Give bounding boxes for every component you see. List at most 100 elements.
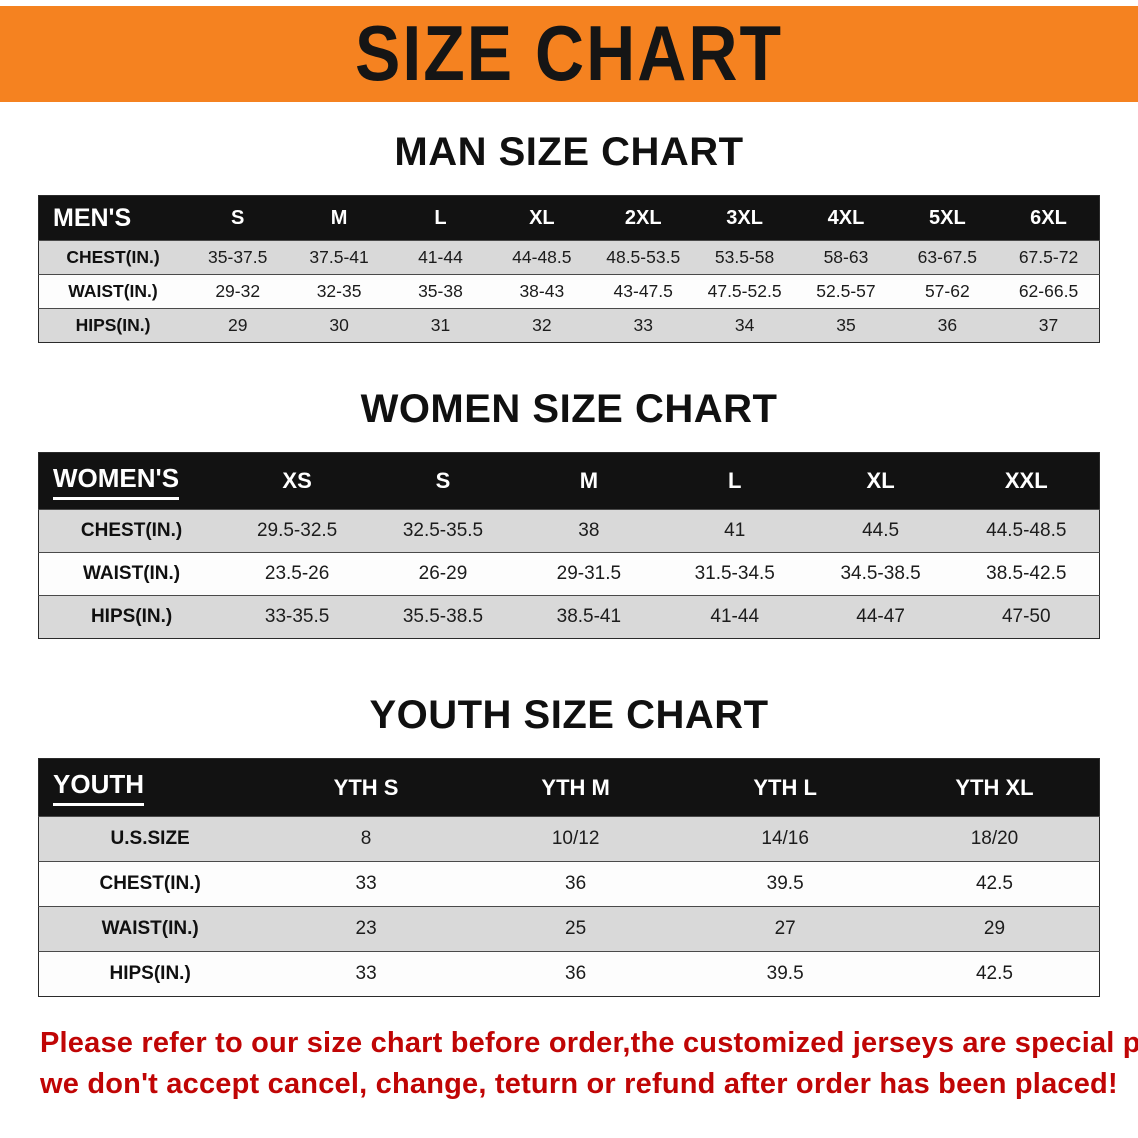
measurement-value-cell: 25 [565,918,587,939]
measurement-value-cell: 36 [937,315,958,335]
banner: SIZE CHART [0,6,1138,102]
size-chart-page: SIZE CHART MAN SIZE CHART MEN'S S M L XL 2XL 3… [0,6,1138,1105]
measurement-value-cell: 23 [355,918,377,939]
measurement-value-cell: 18/20 [970,828,1019,849]
measurement-label-cell: U.S.SIZE [110,828,190,849]
measurement-value-cell: 27 [774,918,796,939]
measurement-value-cell: 37 [1038,315,1059,335]
measurement-value-cell: 41-44 [418,247,463,267]
size-header-cell: 6XL [1030,206,1067,229]
measurement-value-cell: 47.5-52.5 [707,281,782,301]
women-size-table: WOMEN'S XS S M L XL XXL CHEST(IN.) 29.5-32.5 32.5… [38,452,1100,639]
measurement-value-cell: 38.5-41 [556,606,622,627]
measurement-label-cell: HIPS(IN.) [90,606,173,627]
measurement-value-cell: 35.5-38.5 [402,606,484,627]
measurement-value-cell: 52.5-57 [816,281,876,301]
measurement-value-cell: 41-44 [710,606,760,627]
measurement-value-cell: 42.5 [975,963,1013,984]
size-header-cell: XL [529,206,555,229]
size-header-cell: 4XL [827,206,865,229]
measurement-value-cell: 33 [355,873,377,894]
measurement-value-cell: 33 [633,315,653,335]
youth-size-section: YOUTH SIZE CHART YOUTH YTH S YTH M YTH L YTH… [0,693,1138,997]
measurement-value-cell: 44-48.5 [512,247,572,267]
measurement-row: CHEST(IN.) 29.5-32.5 32.5-35.5 38 41 44.5 44.5… [38,509,1100,553]
size-header-cell: 2XL [624,206,662,229]
size-header-cell: 5XL [929,206,966,229]
men-section-heading: MAN SIZE CHART [394,130,744,174]
size-header-cell: M [579,468,599,493]
measurement-value-cell: 62-66.5 [1018,281,1079,301]
measurement-value-cell: 39.5 [766,963,804,984]
measurement-value-cell: 31.5-34.5 [694,563,775,584]
measurement-row: WAIST(IN.) 23.5-26 26-29 29-31.5 31.5-34.5 34… [38,552,1100,596]
measurement-value-cell: 30 [329,315,349,335]
size-header-cell: XXL [1004,468,1048,493]
size-header-cell: YTH L [753,774,817,800]
youth-section-heading: YOUTH SIZE CHART [369,693,769,737]
measurement-value-cell: 32 [532,315,552,335]
measurement-value-cell: 34.5-38.5 [840,563,921,584]
measurement-label-cell: CHEST(IN.) [80,520,183,541]
measurement-label-cell: HIPS(IN.) [75,315,151,335]
table-header-row: WOMEN'S XS S M L XL XXL [38,452,1100,510]
measurement-value-cell: 38 [578,520,600,541]
measurement-value-cell: 29 [227,315,248,335]
measurement-value-cell: 23.5-26 [264,563,330,584]
table-header-row: YOUTH YTH S YTH M YTH L YTH XL [38,758,1100,817]
measurement-label-cell: CHEST(IN.) [66,247,160,267]
measurement-value-cell: 29-32 [215,281,261,301]
men-size-section: MAN SIZE CHART MEN'S S M L XL 2XL 3XL 4XL 5XL 6XL… [0,130,1138,343]
measurement-row: HIPS(IN.) 29 30 31 32 33 34 35 36 37 [38,308,1100,343]
measurement-value-cell: 44-47 [856,606,905,627]
disclaimer-line-1: Please refer to our size chart before or… [40,1027,1138,1059]
measurement-value-cell: 44.5-48.5 [986,520,1067,541]
measurement-value-cell: 42.5 [975,873,1013,894]
measurement-value-cell: 38-43 [519,281,565,301]
measurement-value-cell: 67.5-72 [1018,247,1079,267]
measurement-value-cell: 33-35.5 [264,606,330,627]
table-header-row: MEN'S S M L XL 2XL 3XL 4XL 5XL 6XL [38,195,1100,241]
measurement-value-cell: 33 [355,963,377,984]
measurement-row: CHEST(IN.) 35-37.5 37.5-41 41-44 44-48.5 48.5… [38,240,1100,275]
measurement-value-cell: 34 [734,315,755,335]
measurement-row: CHEST(IN.) 33 36 39.5 42.5 [38,861,1100,907]
measurement-value-cell: 10/12 [551,828,600,849]
measurement-row: HIPS(IN.) 33-35.5 35.5-38.5 38.5-41 41-44 44-… [38,595,1100,639]
measurement-label-cell: WAIST(IN.) [83,563,181,584]
measurement-value-cell: 32.5-35.5 [402,520,484,541]
measurement-value-cell: 35-38 [418,281,463,301]
measurement-value-cell: 37.5-41 [309,247,369,267]
category-header-cell: WOMEN'S [39,453,225,510]
measurement-value-cell: 32-35 [316,281,362,301]
measurement-row: U.S.SIZE 8 10/12 14/16 18/20 [38,816,1100,862]
measurement-value-cell: 58-63 [823,247,869,267]
youth-size-table: YOUTH YTH S YTH M YTH L YTH XL U.S.SIZE 8 10/12… [38,758,1100,997]
size-header-cell: YTH M [541,774,610,800]
women-section-heading: WOMEN SIZE CHART [360,387,778,431]
size-header-cell: XS [282,468,312,493]
measurement-value-cell: 29-31.5 [556,563,622,584]
measurement-value-cell: 38.5-42.5 [986,563,1067,584]
measurement-value-cell: 43-47.5 [613,281,673,301]
measurement-row: HIPS(IN.) 33 36 39.5 42.5 [38,951,1100,997]
measurement-value-cell: 29 [983,918,1006,939]
category-header-cell: YOUTH [39,759,262,817]
size-header-cell: M [330,206,348,229]
measurement-value-cell: 8 [360,828,372,849]
measurement-value-cell: 35-37.5 [208,247,268,267]
measurement-label-cell: WAIST(IN.) [68,281,158,301]
measurement-value-cell: 31 [430,315,451,335]
size-header-cell: L [728,468,742,493]
size-header-cell: XL [866,468,895,493]
measurement-value-cell: 14/16 [761,828,809,849]
measurement-value-cell: 41 [724,520,746,541]
measurement-value-cell: 63-67.5 [917,247,978,267]
size-header-cell: YTH S [333,774,399,800]
measurement-value-cell: 36 [565,873,587,894]
page-title: SIZE CHART [355,10,783,98]
measurement-label-cell: HIPS(IN.) [109,963,191,984]
measurement-value-cell: 29.5-32.5 [256,520,338,541]
measurement-value-cell: 39.5 [766,873,804,894]
category-header-cell: MEN'S [53,203,132,232]
